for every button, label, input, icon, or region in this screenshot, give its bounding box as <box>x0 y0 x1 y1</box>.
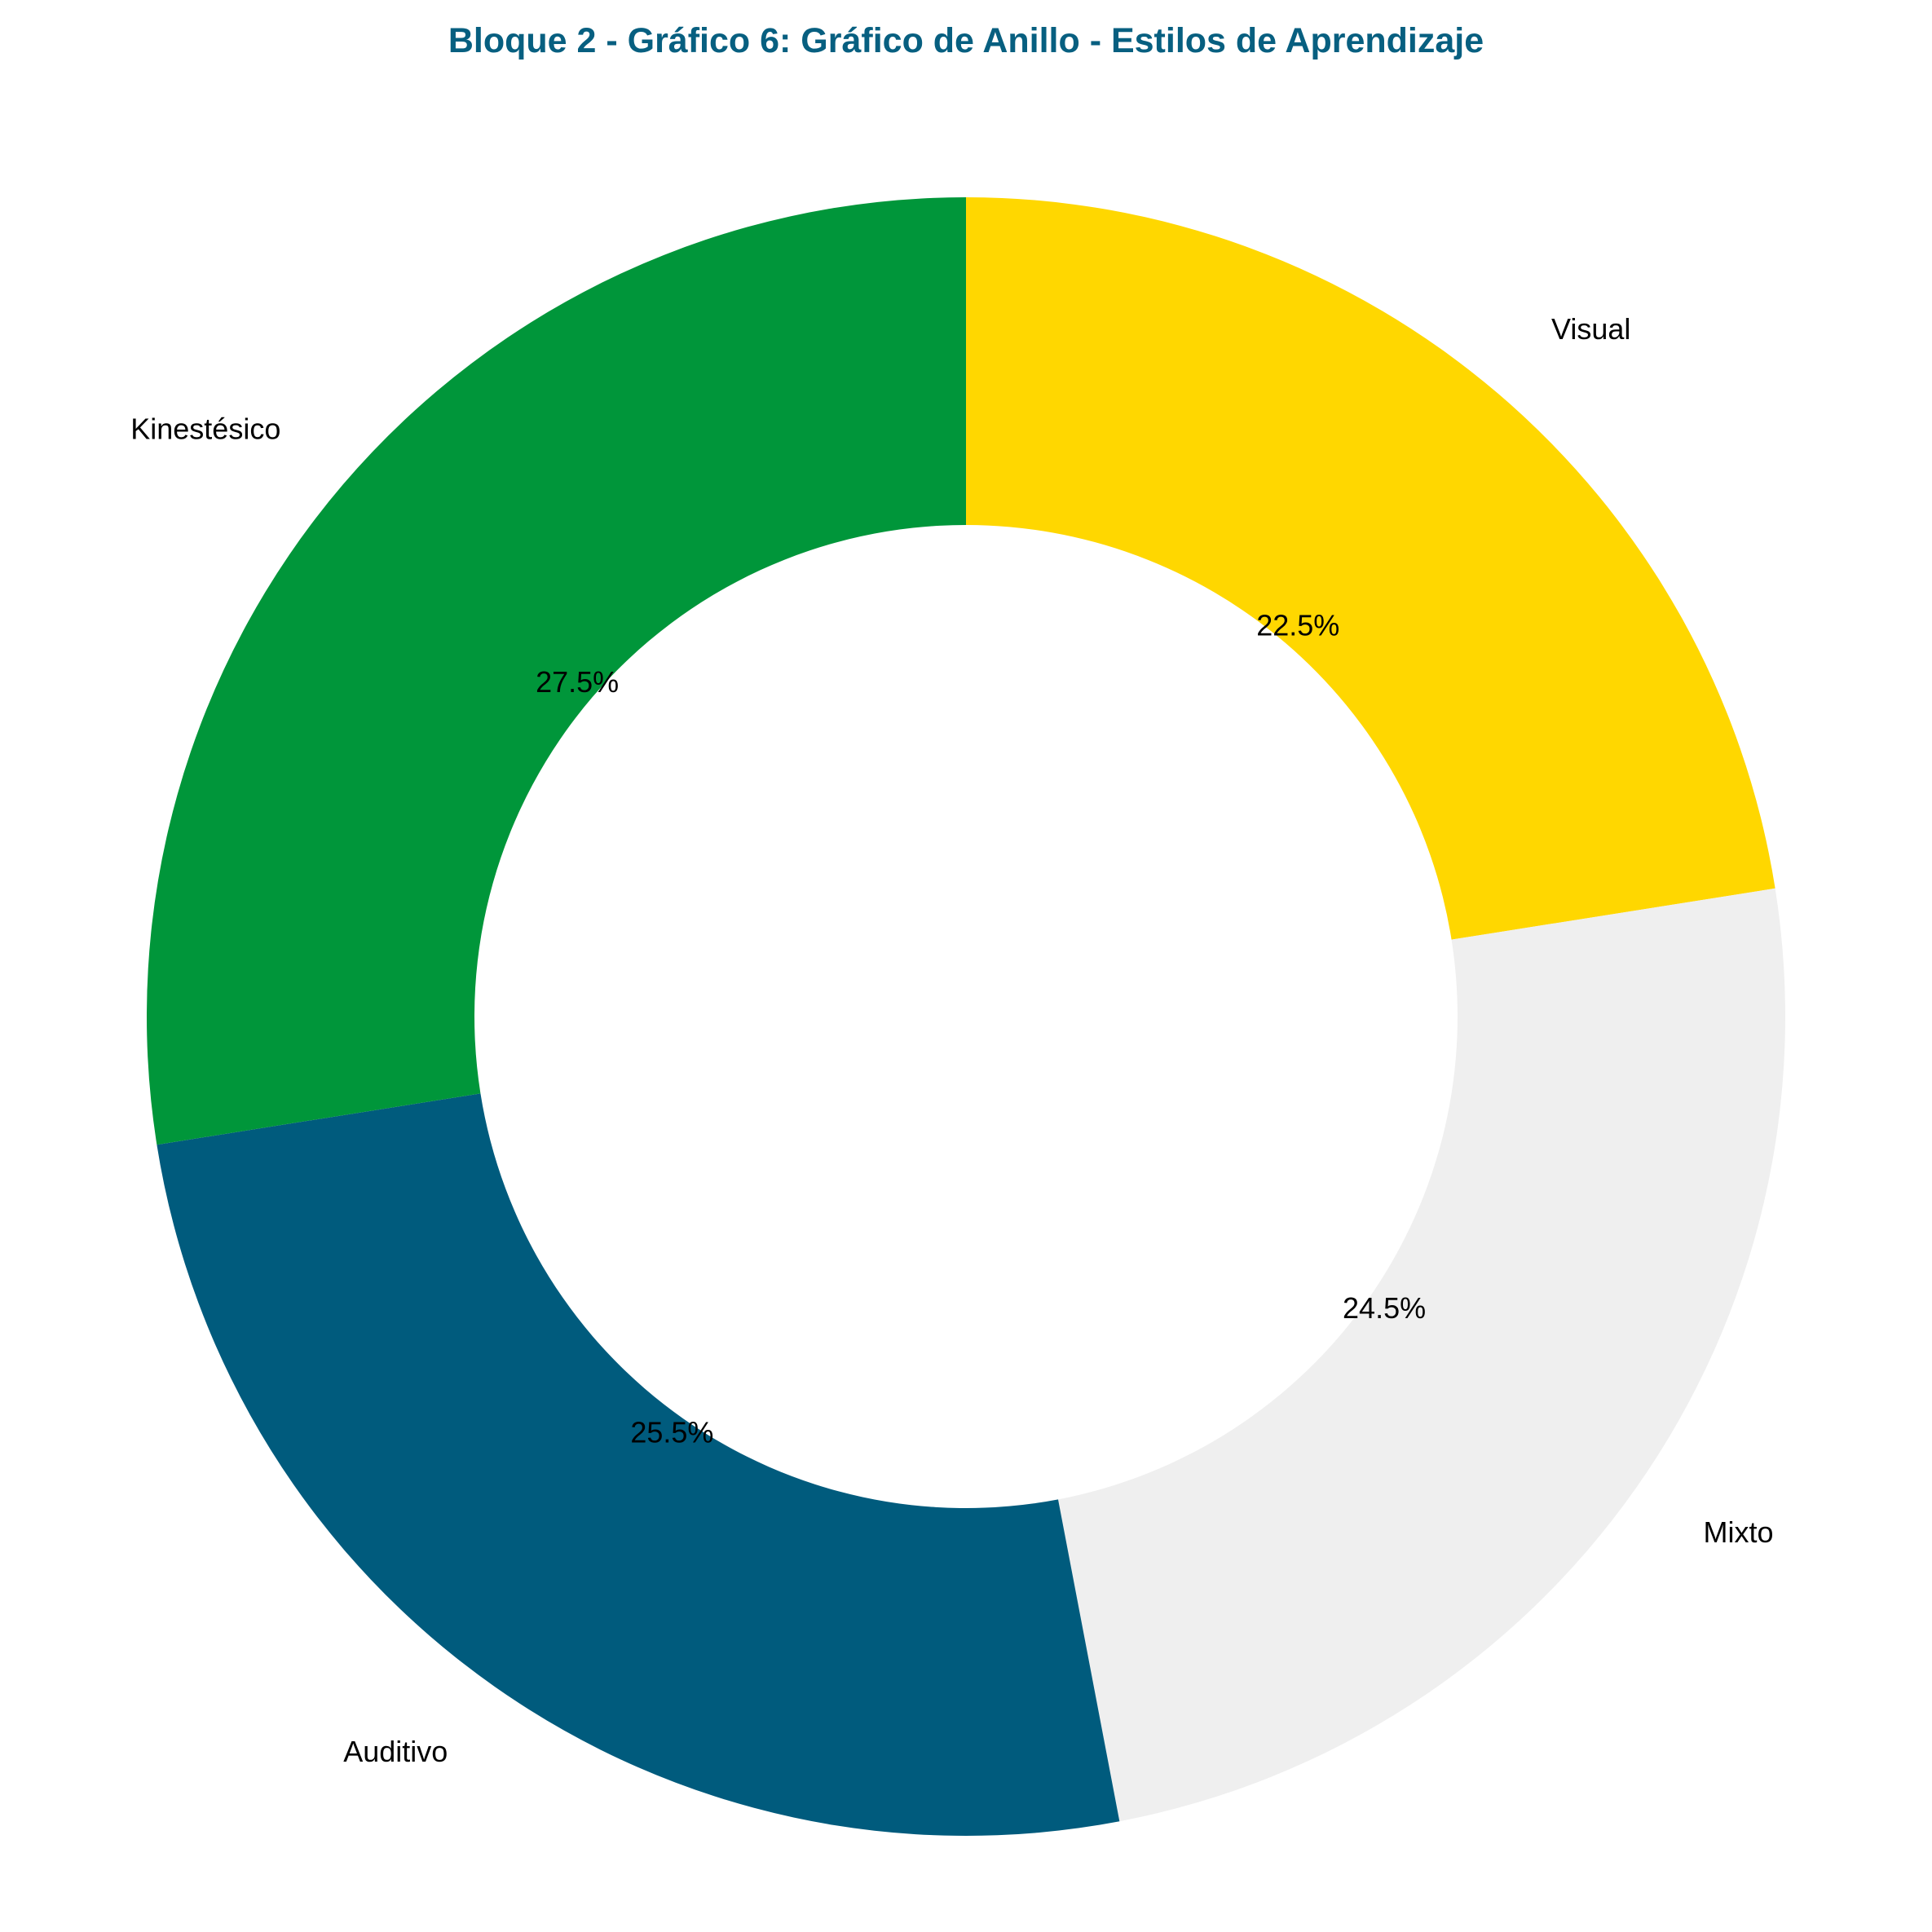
category-label: Auditivo <box>343 1735 448 1768</box>
category-label: Kinestésico <box>130 412 280 446</box>
category-label: Mixto <box>1703 1515 1773 1549</box>
slice-mixto <box>1057 888 1785 1822</box>
slice-kinestésico <box>146 197 966 1145</box>
percentage-label: 25.5% <box>630 1416 713 1449</box>
slices-group <box>146 197 1785 1836</box>
labels-group: Visual 22.5% Mixto 24.5% Auditivo 25.5% Kinest… <box>130 312 1773 1768</box>
slice-auditivo <box>157 1093 1120 1836</box>
percentage-label: 24.5% <box>1343 1291 1426 1325</box>
chart-title: Bloque 2 - Gráfico 6: Gráfico de Anillo … <box>448 21 1484 60</box>
percentage-label: 27.5% <box>536 665 619 699</box>
category-label: Visual <box>1551 312 1630 346</box>
slice-visual <box>966 197 1775 940</box>
percentage-label: 22.5% <box>1256 609 1339 642</box>
